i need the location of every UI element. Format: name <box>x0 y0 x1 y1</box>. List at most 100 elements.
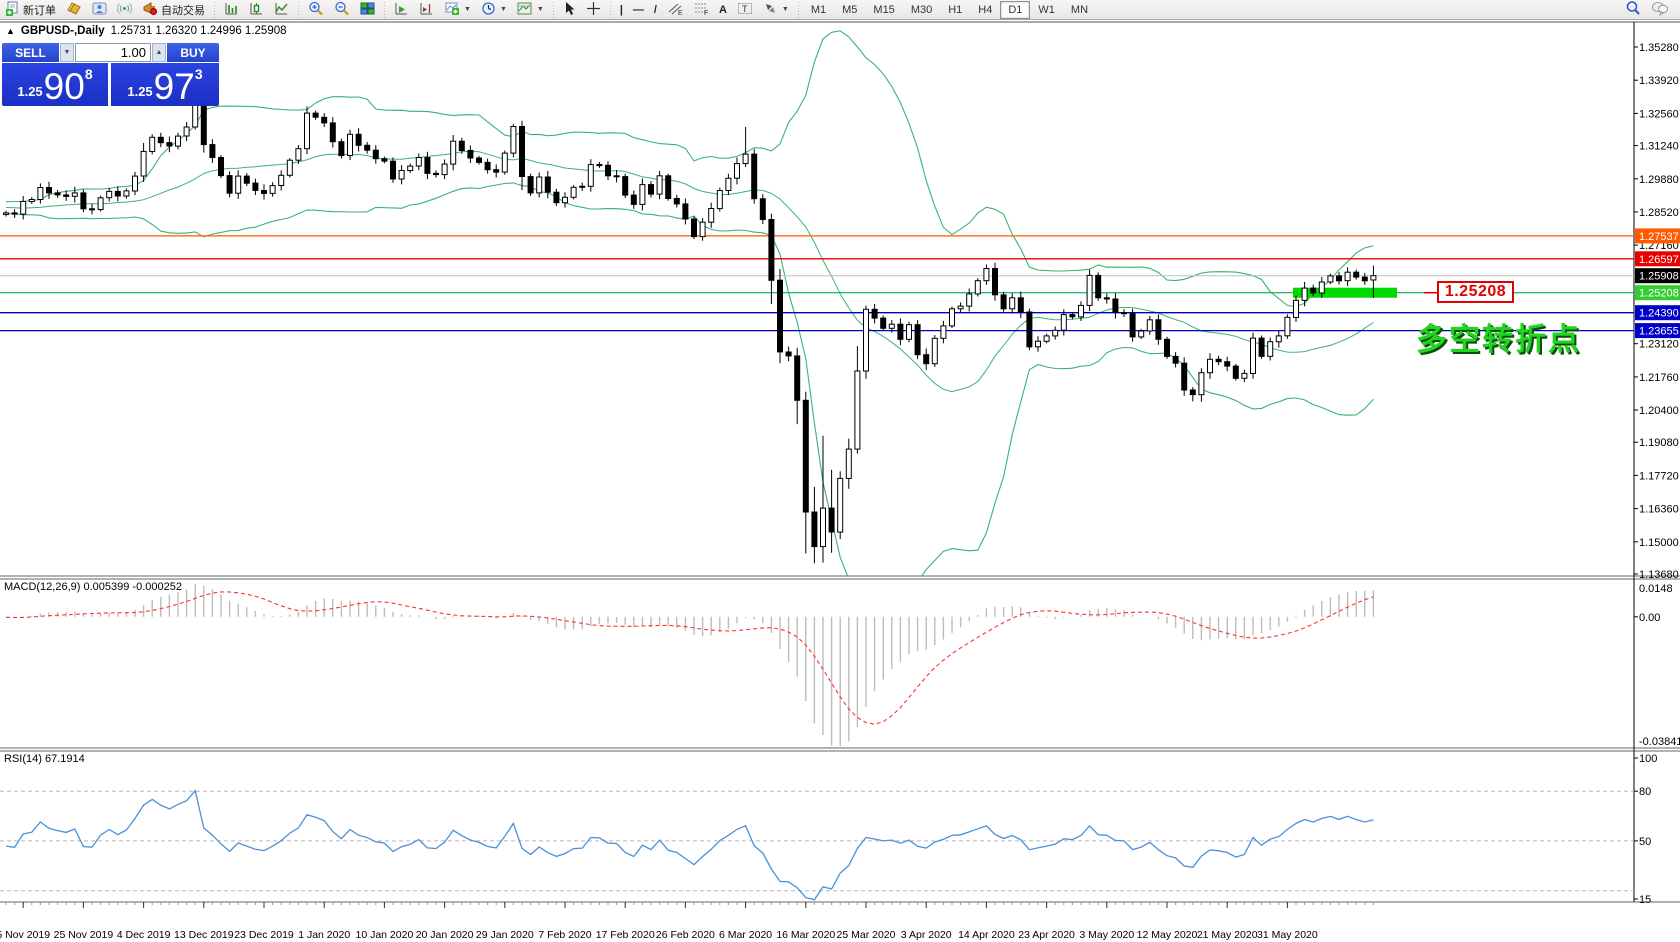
chat-button[interactable] <box>1646 1 1674 19</box>
buy-price-panel[interactable]: 1.25 97 3 <box>111 63 219 106</box>
text-label-glyph: T <box>742 4 748 14</box>
vertical-line-icon: | <box>619 3 623 16</box>
macd-histogram <box>5 584 1375 746</box>
profile-button[interactable] <box>87 1 112 19</box>
macd-signal-line <box>5 591 1374 725</box>
date-label: 13 Dec 2019 <box>174 929 234 941</box>
price-tick-label: 1.16360 <box>1639 504 1679 516</box>
fibonacci-button[interactable]: F <box>688 1 714 19</box>
timeframe-W1[interactable]: W1 <box>1038 3 1055 16</box>
vertical-line-button[interactable]: | <box>615 1 628 19</box>
chart-title: ▲ GBPUSD-,Daily 1.25731 1.26320 1.24996 … <box>6 25 287 37</box>
gold-icon <box>66 1 82 19</box>
panel-borders <box>0 21 1680 903</box>
price-tick-label: 1.21760 <box>1639 372 1679 384</box>
timeframe-M15[interactable]: M15 <box>873 3 895 16</box>
chevron-down-icon: ▼ <box>464 6 471 13</box>
price-badge <box>1635 228 1680 244</box>
timeframe-MN[interactable]: MN <box>1070 3 1089 16</box>
price-badge <box>1635 285 1680 301</box>
arrows-button[interactable]: ▼ <box>758 1 794 19</box>
sell-price-sup: 8 <box>84 66 93 82</box>
text-button[interactable]: A <box>714 1 732 19</box>
auto-scroll-button[interactable] <box>389 1 414 19</box>
price-axis[interactable]: 1.35280 1.33920 1.32560 1.31240 1.29880 1.285… <box>1634 42 1680 906</box>
auto-scroll-icon <box>394 1 409 19</box>
horizontal-line-button[interactable]: — <box>628 1 649 19</box>
volume-down-button[interactable]: ▼ <box>60 43 74 62</box>
timeframe-M5[interactable]: M5 <box>842 3 858 16</box>
indicators-button[interactable]: ▼ <box>439 1 476 19</box>
toolbar-separator <box>795 1 801 18</box>
buy-price-big: 97 <box>153 65 195 107</box>
autotrading-button[interactable]: 自动交易 <box>137 1 210 19</box>
price-badge-label: 1.23655 <box>1639 326 1679 338</box>
chart-shift-button[interactable] <box>414 1 439 19</box>
macd-values: 0.005399 -0.000252 <box>83 581 182 593</box>
zoom-in-icon <box>308 1 324 19</box>
rsi-levels <box>0 790 1634 892</box>
zoom-in-button[interactable] <box>303 1 329 19</box>
rsi-value: 67.1914 <box>44 753 85 765</box>
profile-icon <box>92 1 107 19</box>
price-tick-label: 1.13680 <box>1639 569 1679 581</box>
sell-price-panel[interactable]: 1.25 90 8 <box>2 63 108 106</box>
channel-button[interactable]: E <box>662 1 688 19</box>
macd-label: MACD(12,26,9) 0.005399 -0.000252 <box>4 581 182 593</box>
buy-price-sup: 3 <box>194 66 203 82</box>
price-callout-label[interactable]: 1.25208 <box>1437 281 1514 303</box>
zoom-out-button[interactable] <box>329 1 355 19</box>
sell-button[interactable]: SELL <box>2 43 59 62</box>
time-axis[interactable]: 5 Nov 2019 25 Nov 2019 4 Dec 2019 13 Dec 20… <box>0 902 1374 941</box>
volume-up-button[interactable]: ▲ <box>152 43 166 62</box>
timeframe-H4[interactable]: H4 <box>978 3 993 16</box>
date-label: 21 May 2020 <box>1197 929 1258 941</box>
date-label: 20 Jan 2020 <box>416 929 474 941</box>
signal-button[interactable] <box>112 1 137 19</box>
timeframe-D1[interactable]: D1 <box>1000 0 1031 19</box>
rsi-name: RSI(14) <box>4 753 42 765</box>
horizontal-line-icon: — <box>632 3 644 16</box>
turning-point-annotation[interactable]: 多空转折点 <box>1416 322 1581 357</box>
price-badge-label: 1.25208 <box>1639 288 1679 300</box>
volume-input[interactable] <box>75 43 151 62</box>
rsi-axis-label: 50 <box>1639 836 1651 848</box>
new-order-button[interactable]: 新订单 <box>0 1 61 19</box>
text-label-icon: T <box>737 1 753 19</box>
bar-chart-icon <box>224 1 239 19</box>
thick-support-bar[interactable] <box>1293 287 1397 298</box>
signal-icon <box>116 1 133 19</box>
timeframe-H1[interactable]: H1 <box>948 3 963 16</box>
new-order-icon <box>5 1 20 19</box>
price-badge <box>1635 305 1680 321</box>
price-tick-label: 1.31240 <box>1639 141 1679 153</box>
crosshair-button[interactable] <box>581 1 606 19</box>
horizontal-lines[interactable] <box>0 235 1634 332</box>
toolbar-separator <box>550 1 556 18</box>
price-tick-label: 1.19080 <box>1639 437 1679 449</box>
line-chart-button[interactable] <box>269 1 294 19</box>
text-label-button[interactable]: T <box>732 1 758 19</box>
timeframe-M30[interactable]: M30 <box>910 3 933 16</box>
search-button[interactable] <box>1620 1 1646 19</box>
timeframe-M1[interactable]: M1 <box>810 3 827 16</box>
buy-button[interactable]: BUY <box>167 43 219 62</box>
price-tick-label: 1.23120 <box>1639 339 1679 351</box>
trendline-button[interactable]: / <box>649 1 662 19</box>
tile-windows-button[interactable] <box>355 1 380 19</box>
templates-button[interactable]: ▼ <box>512 1 549 19</box>
collapse-trade-panel-icon[interactable]: ▲ <box>6 26 15 36</box>
candlestick-button[interactable] <box>244 1 269 19</box>
bar-chart-button[interactable] <box>219 1 244 19</box>
cursor-button[interactable] <box>558 1 581 19</box>
templates-icon <box>517 1 533 19</box>
date-label: 25 Nov 2019 <box>54 929 114 941</box>
rsi-axis-label: 100 <box>1639 753 1657 765</box>
macd-axis-max: 0.0148 <box>1639 583 1673 595</box>
gold-button[interactable] <box>61 1 87 19</box>
periods-button[interactable]: ▼ <box>476 1 512 19</box>
symbol-title: GBPUSD-,Daily <box>20 25 105 37</box>
price-tick-label: 1.29880 <box>1639 174 1679 186</box>
